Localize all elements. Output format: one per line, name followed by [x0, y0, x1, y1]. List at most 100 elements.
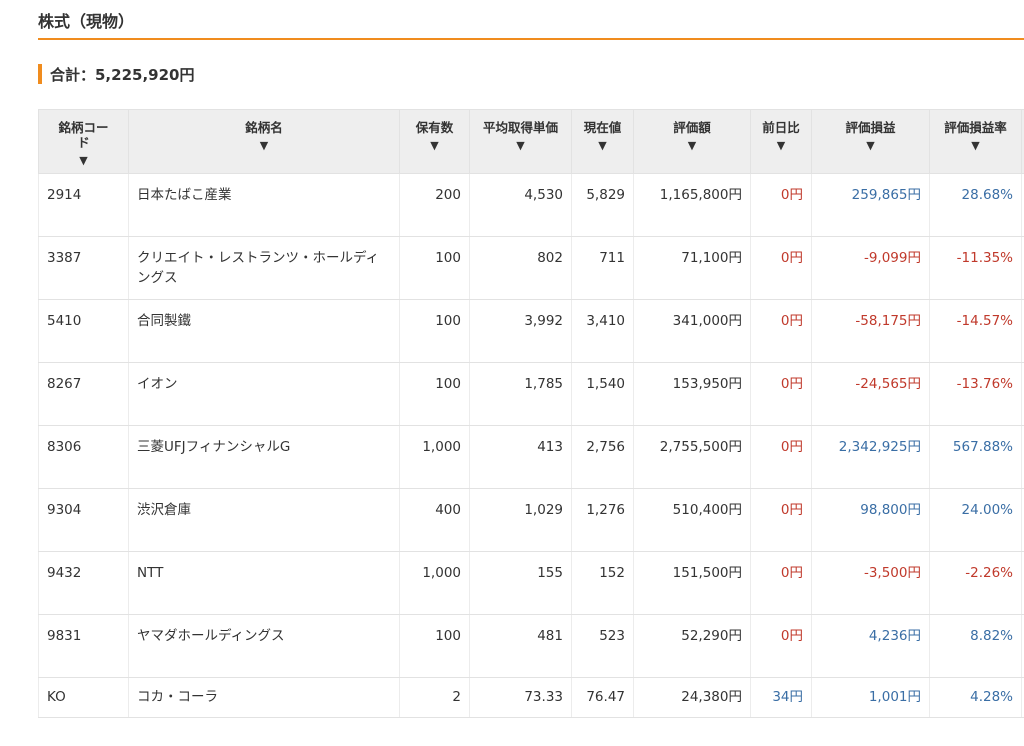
cell-value: 510,400円: [633, 488, 751, 552]
cell-pl: 98,800円: [811, 488, 930, 552]
column-label: 現在値: [583, 120, 622, 135]
cell-name: 日本たばこ産業: [128, 173, 400, 237]
cell-qty: 100: [399, 362, 470, 426]
cell-code-text: 8306: [47, 439, 82, 455]
sort-down-icon[interactable]: ▼: [79, 154, 88, 167]
sort-down-icon[interactable]: ▼: [259, 139, 269, 152]
cell-avg-cost-text: 481: [537, 628, 563, 644]
sort-down-icon[interactable]: ▼: [430, 139, 439, 152]
column-label: 銘柄名: [245, 120, 283, 135]
cell-value-text: 151,500円: [672, 565, 742, 581]
cell-pl-text: -3,500円: [863, 565, 921, 581]
cell-name: 三菱UFJフィナンシャルG: [128, 425, 400, 489]
cell-qty-text: 200: [435, 187, 461, 203]
cell-day-change-text: 0円: [780, 439, 803, 455]
sort-down-icon[interactable]: ▼: [516, 139, 525, 152]
section-title: 株式（現物）: [38, 12, 135, 31]
cell-price-text: 2,756: [586, 439, 625, 455]
cell-name: クリエイト・レストランツ・ホールディングス: [128, 236, 400, 300]
cell-name-text: 渋沢倉庫: [137, 502, 191, 518]
cell-qty: 1,000: [399, 425, 470, 489]
column-header-value[interactable]: 評価額 ▼: [633, 109, 751, 174]
cell-name-text: ヤマダホールディングス: [137, 628, 285, 644]
cell-value: 1,165,800円: [633, 173, 751, 237]
cell-code-text: KO: [47, 689, 66, 705]
cell-pl-rate: -11.35%: [929, 236, 1022, 300]
table-row: 9831 ヤマダホールディングス 100 481 523 52,290円 0円 4,236円 8…: [38, 614, 1024, 678]
cell-avg-cost-text: 802: [537, 250, 563, 266]
column-header-qty[interactable]: 保有数 ▼: [399, 109, 470, 174]
cell-qty-text: 1,000: [422, 439, 461, 455]
cell-avg-cost: 4,530: [469, 173, 572, 237]
cell-pl-rate-text: 4.28%: [970, 689, 1013, 705]
cell-pl-text: 4,236円: [868, 628, 921, 644]
cell-price-text: 3,410: [586, 313, 625, 329]
cell-value-text: 1,165,800円: [659, 187, 742, 203]
cell-pl-text: 2,342,925円: [838, 439, 921, 455]
cell-pl-text: 98,800円: [860, 502, 921, 518]
cell-qty: 100: [399, 236, 470, 300]
table-row: 3387 クリエイト・レストランツ・ホールディングス 100 802 711 71,100…: [38, 236, 1024, 300]
cell-price-text: 523: [599, 628, 625, 644]
cell-pl-rate-text: 24.00%: [961, 502, 1013, 518]
column-header-name[interactable]: 銘柄名 ▼: [128, 109, 400, 174]
column-header-pl[interactable]: 評価損益 ▼: [811, 109, 930, 174]
cell-pl-rate: -14.57%: [929, 299, 1022, 363]
column-header-day-change[interactable]: 前日比 ▼: [750, 109, 812, 174]
cell-pl-rate-text: 28.68%: [961, 187, 1013, 203]
cell-pl: 1,001円: [811, 677, 930, 718]
cell-avg-cost-text: 413: [537, 439, 563, 455]
column-label: 評価損益: [845, 120, 896, 135]
cell-value-text: 153,950円: [672, 376, 742, 392]
cell-pl-rate-text: 567.88%: [952, 439, 1013, 455]
cell-pl-rate: 8.82%: [929, 614, 1022, 678]
cell-code-text: 9304: [47, 502, 82, 518]
cell-qty-text: 400: [435, 502, 461, 518]
cell-value: 71,100円: [633, 236, 751, 300]
cell-avg-cost-text: 73.33: [524, 689, 563, 705]
cell-price: 5,829: [571, 173, 634, 237]
cell-pl-rate: 24.00%: [929, 488, 1022, 552]
column-header-code[interactable]: 銘柄コード ▼: [38, 109, 129, 174]
sort-down-icon[interactable]: ▼: [971, 139, 980, 152]
sort-down-icon[interactable]: ▼: [776, 139, 786, 152]
cell-name-text: コカ・コーラ: [137, 689, 218, 705]
cell-code: 8306: [38, 425, 129, 489]
sort-down-icon[interactable]: ▼: [866, 139, 875, 152]
cell-code-text: 5410: [47, 313, 82, 329]
cell-name: 合同製鐵: [128, 299, 400, 363]
cell-price-text: 1,540: [586, 376, 625, 392]
cell-day-change-text: 0円: [780, 502, 803, 518]
column-label: 保有数: [415, 120, 454, 135]
cell-value-text: 71,100円: [681, 250, 742, 266]
column-header-avg-cost[interactable]: 平均取得単価 ▼: [469, 109, 572, 174]
column-header-pl-rate[interactable]: 評価損益率 ▼: [929, 109, 1022, 174]
cell-name-text: クリエイト・レストランツ・ホールディングス: [137, 250, 380, 286]
cell-pl-rate: 567.88%: [929, 425, 1022, 489]
holdings-body: 2914 日本たばこ産業 200 4,530 5,829 1,165,800円 0円 259,…: [38, 173, 1024, 718]
cell-name: ヤマダホールディングス: [128, 614, 400, 678]
sort-down-icon[interactable]: ▼: [598, 139, 607, 152]
cell-name-text: 合同製鐵: [137, 313, 191, 329]
column-label: 銘柄コード: [58, 120, 109, 150]
cell-value: 341,000円: [633, 299, 751, 363]
cell-pl-rate-text: -14.57%: [956, 313, 1013, 329]
cell-name: イオン: [128, 362, 400, 426]
cell-price-text: 5,829: [586, 187, 625, 203]
cell-day-change-text: 0円: [780, 628, 803, 644]
cell-value-text: 341,000円: [672, 313, 742, 329]
cell-qty: 400: [399, 488, 470, 552]
cell-pl-rate-text: -13.76%: [956, 376, 1013, 392]
section-divider: [38, 38, 1024, 40]
cell-overflow: [1021, 677, 1024, 718]
cell-qty: 100: [399, 614, 470, 678]
cell-price: 3,410: [571, 299, 634, 363]
column-header-price[interactable]: 現在値 ▼: [571, 109, 634, 174]
sort-down-icon[interactable]: ▼: [687, 139, 697, 152]
table-row: 9304 渋沢倉庫 400 1,029 1,276 510,400円 0円 98,800円 24…: [38, 488, 1024, 552]
cell-qty-text: 100: [435, 250, 461, 266]
cell-code: 5410: [38, 299, 129, 363]
cell-price: 152: [571, 551, 634, 615]
cell-price: 1,276: [571, 488, 634, 552]
cell-avg-cost: 802: [469, 236, 572, 300]
